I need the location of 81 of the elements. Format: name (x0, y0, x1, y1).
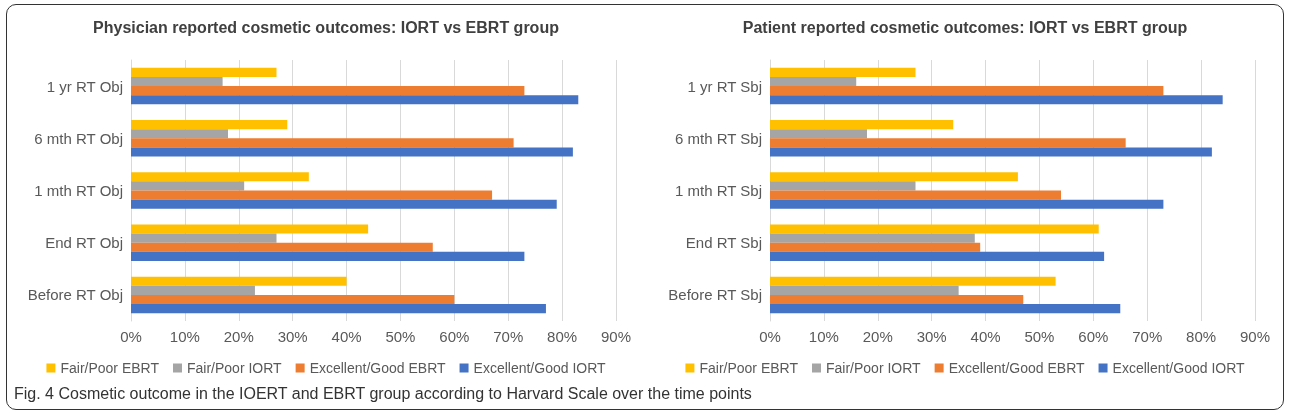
bar (770, 304, 1121, 314)
bar (131, 233, 277, 243)
y-tick-label: 6 mth RT Sbj (675, 129, 762, 147)
bar (770, 285, 959, 295)
bar (131, 129, 228, 139)
bar (131, 86, 525, 96)
bar (770, 86, 1164, 96)
bar (770, 129, 867, 139)
bar (131, 276, 347, 286)
bar (131, 224, 369, 234)
bar (131, 190, 493, 200)
caption: Fig. 4 Cosmetic outcome in the IOERT and EBRT group according to Harvard Scale over the time points (14, 385, 752, 403)
x-tick-label: 30% (277, 328, 308, 345)
x-tick-label: 40% (970, 328, 1001, 345)
legend-label: Fair/Poor EBRT (699, 360, 799, 376)
y-tick-label: 6 mth RT Obj (34, 129, 123, 147)
bar (131, 251, 525, 261)
bar (770, 199, 1164, 209)
chart-title: Physician reported cosmetic outcomes: IORT vs EBRT group (93, 18, 560, 36)
bar (770, 95, 1223, 105)
y-tick-label: End RT Obj (45, 234, 123, 252)
bar (770, 120, 954, 130)
x-tick-label: 20% (862, 328, 893, 345)
y-tick-label: Before RT Obj (27, 286, 123, 304)
x-tick-label: 80% (1186, 328, 1217, 345)
bar (131, 304, 546, 314)
bar (770, 67, 916, 77)
legend-label: Fair/Poor IORT (186, 360, 283, 376)
y-tick-label: 1 yr RT Obj (46, 77, 123, 95)
bar (770, 147, 1212, 157)
x-tick-label: 60% (439, 328, 470, 345)
bar (770, 251, 1105, 261)
x-tick-label: 90% (600, 328, 632, 345)
bar (131, 172, 309, 182)
bar (131, 95, 579, 105)
bar (770, 76, 857, 87)
x-tick-label: 70% (1132, 328, 1163, 345)
bar (131, 147, 573, 157)
y-tick-label: 1 mth RT Sbj (675, 182, 762, 199)
x-tick-label: 0% (120, 328, 142, 345)
x-tick-label: 70% (493, 328, 524, 345)
bar (770, 181, 916, 191)
legend-label: Excellent/Good IORT (473, 360, 607, 376)
bar (131, 294, 455, 305)
bar (770, 294, 1024, 305)
bar (131, 242, 433, 252)
x-tick-label: 90% (1239, 328, 1271, 345)
x-tick-label: 10% (169, 328, 200, 345)
bar (131, 199, 557, 209)
y-tick-label: 1 mth RT Obj (34, 182, 123, 199)
bar (770, 233, 975, 243)
x-tick-label: 40% (331, 328, 362, 345)
x-tick-label: 0% (759, 328, 781, 345)
legend-label: Excellent/Good EBRT (948, 360, 1085, 376)
y-tick-label: End RT Sbj (685, 234, 762, 252)
x-tick-label: 60% (1078, 328, 1109, 345)
legend-label: Fair/Poor IORT (825, 360, 922, 376)
bar (131, 67, 277, 77)
x-tick-label: 30% (916, 328, 947, 345)
bar (131, 120, 288, 130)
bar (131, 138, 514, 148)
legend-label: Excellent/Good IORT (1112, 360, 1246, 376)
bar (770, 172, 1018, 182)
x-tick-label: 20% (223, 328, 254, 345)
legend-label: Fair/Poor EBRT (60, 360, 160, 376)
x-tick-label: 50% (1024, 328, 1055, 345)
bar (770, 242, 981, 252)
bar (770, 190, 1061, 200)
y-tick-label: Before RT Sbj (668, 286, 762, 304)
x-tick-label: 80% (547, 328, 578, 345)
bar (131, 285, 255, 295)
y-tick-label: 1 yr RT Sbj (687, 77, 762, 95)
bar (131, 181, 245, 191)
bar (131, 76, 223, 87)
bar (770, 224, 1099, 234)
chart-title: Patient reported cosmetic outcomes: IORT vs EBRT group (742, 18, 1188, 36)
x-tick-label: 10% (808, 328, 839, 345)
bar (770, 138, 1126, 148)
bar (770, 276, 1056, 286)
x-tick-label: 50% (385, 328, 416, 345)
legend-label: Excellent/Good EBRT (309, 360, 446, 376)
